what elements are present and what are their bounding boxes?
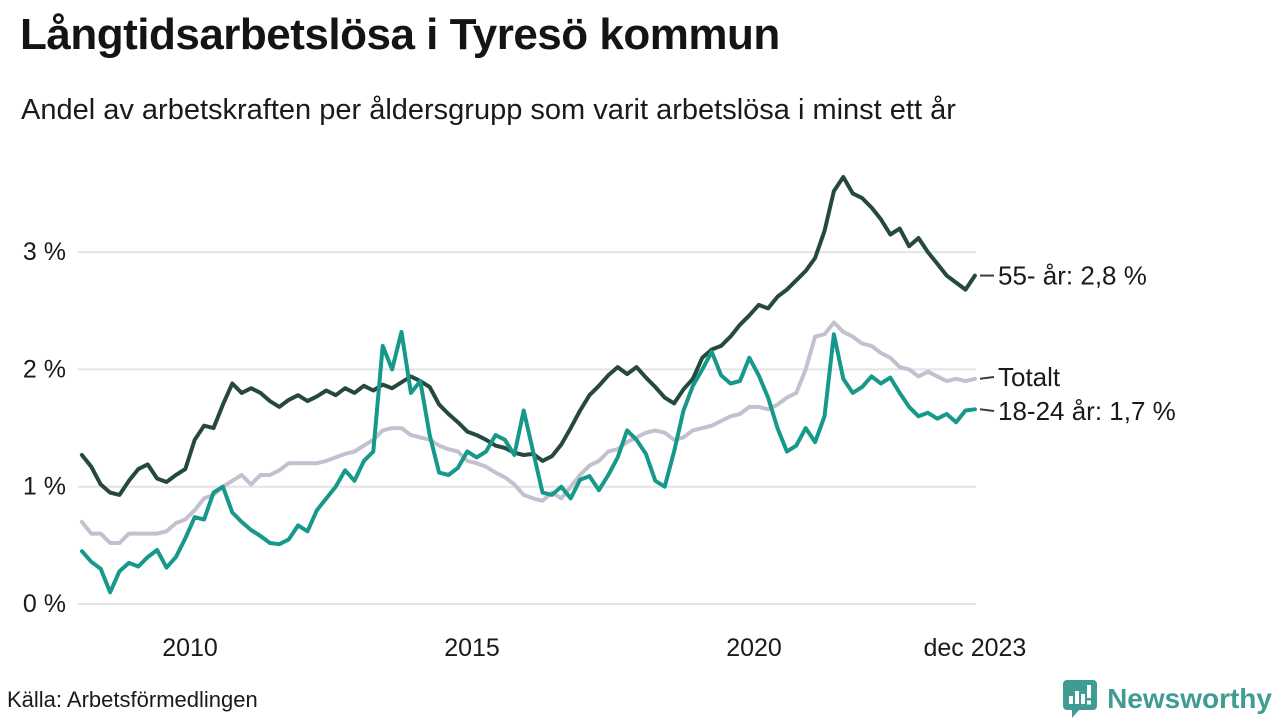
x-tick-label: 2010 <box>162 634 218 662</box>
newsworthy-logo: Newsworthy <box>1062 679 1272 719</box>
x-tick-label: 2015 <box>444 634 500 662</box>
series-end-label-totalt: Totalt <box>998 362 1061 392</box>
series-line-18-24-ar <box>79 329 977 595</box>
source-note: Källa: Arbetsförmedlingen <box>7 687 258 712</box>
chart-subtitle: Andel av arbetskraften per åldersgrupp s… <box>21 94 956 126</box>
page-title: Långtidsarbetslösa i Tyresö kommun <box>20 10 780 59</box>
y-tick-label: 1 % <box>23 473 66 501</box>
series-end-label-55-ar: 55- år: 2,8 % <box>998 261 1147 291</box>
x-tick-label: 2020 <box>726 634 782 662</box>
series-end-label-18-24-ar: 18-24 år: 1,7 % <box>998 396 1176 426</box>
series-line-55-ar <box>79 175 977 497</box>
x-tick-label: dec 2023 <box>923 634 1026 662</box>
newsworthy-wordmark: Newsworthy <box>1107 683 1272 714</box>
y-tick-label: 0 % <box>23 590 66 618</box>
label-leader-totalt <box>979 376 995 380</box>
newsworthy-icon <box>1063 680 1098 718</box>
series-line-totalt <box>79 320 977 545</box>
y-tick-label: 3 % <box>23 238 66 266</box>
label-leader-18-24-ar <box>979 408 995 413</box>
y-tick-label: 2 % <box>23 355 66 383</box>
